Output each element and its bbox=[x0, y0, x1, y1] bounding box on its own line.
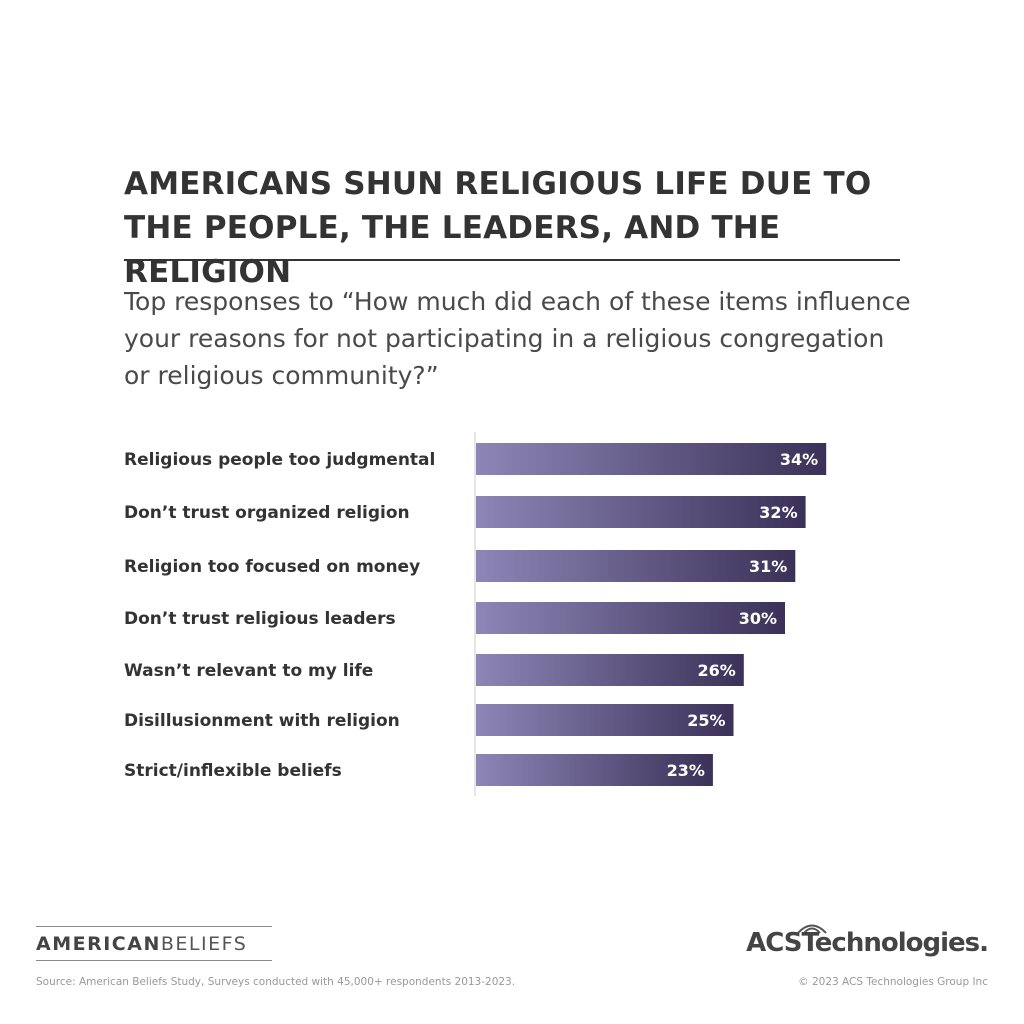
bar bbox=[476, 550, 796, 582]
bar-value-label: 23% bbox=[667, 761, 705, 780]
acs-technologies-logo: ACSTechnologies. bbox=[746, 928, 989, 958]
title-divider bbox=[124, 259, 900, 261]
bar-value-label: 26% bbox=[698, 661, 736, 680]
acs-logo-arc-icon bbox=[797, 924, 827, 934]
bar-value-label: 31% bbox=[749, 557, 787, 576]
bar bbox=[476, 704, 734, 736]
bar bbox=[476, 496, 806, 528]
chart-title: AMERICANS SHUN RELIGIOUS LIFE DUE TO THE… bbox=[124, 166, 872, 290]
category-label: Disillusionment with religion bbox=[124, 711, 400, 731]
bar-value-label: 25% bbox=[687, 711, 725, 730]
footer-rule-bottom bbox=[36, 960, 272, 961]
copyright-note: © 2023 ACS Technologies Group Inc bbox=[798, 976, 988, 988]
bar bbox=[476, 443, 827, 475]
american-beliefs-logo: AMERICANBELIEFS bbox=[36, 933, 248, 955]
chart-subtitle: Top responses to “How much did each of t… bbox=[124, 287, 911, 390]
category-label: Religious people too judgmental bbox=[124, 450, 435, 470]
bar-value-label: 32% bbox=[759, 503, 797, 522]
bars-group: Religious people too judgmental 34% Don’t … bbox=[124, 443, 827, 786]
bar-value-label: 30% bbox=[739, 609, 777, 628]
bar bbox=[476, 602, 785, 634]
source-note: Source: American Beliefs Study, Surveys … bbox=[36, 976, 516, 988]
category-label: Strict/inflexible beliefs bbox=[124, 761, 342, 781]
category-label: Religion too focused on money bbox=[124, 557, 420, 577]
bar-value-label: 34% bbox=[780, 450, 818, 469]
category-label: Don’t trust religious leaders bbox=[124, 609, 396, 629]
footer-rule-top bbox=[36, 926, 272, 927]
bar bbox=[476, 654, 744, 686]
bar bbox=[476, 754, 713, 786]
category-label: Wasn’t relevant to my life bbox=[124, 661, 373, 681]
category-label: Don’t trust organized religion bbox=[124, 503, 410, 523]
